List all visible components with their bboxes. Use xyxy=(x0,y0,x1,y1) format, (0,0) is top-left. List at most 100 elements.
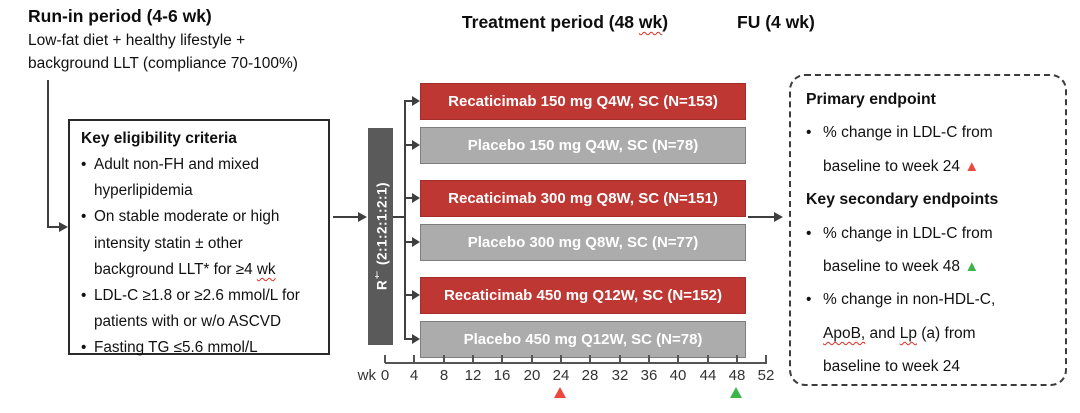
axis-tick-label: 52 xyxy=(757,367,775,384)
arms-to-endpoints-arrowhead-icon xyxy=(774,212,783,222)
axis-tick-label: 36 xyxy=(640,367,658,384)
axis-tick xyxy=(707,355,709,363)
secondary-endpoint-2-lp: Lp xyxy=(899,324,917,342)
axis-tick xyxy=(765,355,767,363)
secondary-endpoint-1-line1: % change in LDL-C from xyxy=(823,224,993,242)
fork-branch-line xyxy=(404,100,414,102)
axis-tick xyxy=(736,355,738,363)
primary-endpoint-title: Primary endpoint xyxy=(806,91,936,108)
arm-bar-recaticimab-150: Recaticimab 150 mg Q4W, SC (N=153) xyxy=(420,83,746,120)
eligibility-bullet-2-line3-text: background LLT* for ≥4 xyxy=(94,260,257,278)
axis-tick xyxy=(677,355,679,363)
arm-bar-placebo-300: Placebo 300 mg Q8W, SC (N=77) xyxy=(420,224,746,261)
fork-spine-line xyxy=(404,101,406,340)
fork-branch-line xyxy=(404,241,414,243)
bullet-icon: • xyxy=(81,208,87,226)
axis-tick-label: 40 xyxy=(669,367,687,384)
box-to-randomization-arrowhead-icon xyxy=(358,212,367,222)
box-to-randomization-line xyxy=(333,216,359,218)
axis-tick-label: 8 xyxy=(439,367,449,384)
randomization-bar: R† (2:1:2:1:2:1) xyxy=(368,128,393,345)
secondary-endpoint-2-line1: % change in non-HDL-C, xyxy=(823,291,996,309)
axis-tick xyxy=(560,355,562,363)
axis-tick xyxy=(384,355,386,363)
axis-tick xyxy=(501,355,503,363)
arm-bar-placebo-150: Placebo 150 mg Q4W, SC (N=78) xyxy=(420,127,746,164)
fork-branch-arrowhead-icon xyxy=(412,334,420,344)
randomization-label: R† (2:1:2:1:2:1) xyxy=(372,182,390,290)
bullet-icon: • xyxy=(81,339,87,357)
fork-branch-line xyxy=(404,294,414,296)
arm-bar-recaticimab-300: Recaticimab 300 mg Q8W, SC (N=151) xyxy=(420,180,746,217)
fork-branch-line xyxy=(404,197,414,199)
fork-branch-line xyxy=(404,338,414,340)
week24-red-triangle-icon xyxy=(554,387,566,398)
randomization-dagger: † xyxy=(371,269,382,281)
endpoints-box: Primary endpoint • % change in LDL-C fro… xyxy=(789,74,1067,386)
eligibility-bullet-3-line2: patients with or w/o ASCVD xyxy=(94,313,282,331)
axis-tick xyxy=(589,355,591,363)
eligibility-bullet-1-line2: hyperlipidemia xyxy=(94,182,193,200)
eligibility-bullet-2-line2: intensity statin ± other xyxy=(94,234,243,252)
axis-tick-label: 12 xyxy=(464,367,482,384)
bullet-icon: • xyxy=(81,156,87,173)
axis-tick xyxy=(619,355,621,363)
axis-tick xyxy=(531,355,533,363)
arm-bar-placebo-450: Placebo 450 mg Q12W, SC (N=78) xyxy=(420,321,746,358)
elbow-connector-vertical xyxy=(47,80,49,228)
secondary-endpoint-2-line2: ApoB, and Lp (a) from xyxy=(823,317,1057,350)
primary-endpoint-line1: % change in LDL-C from xyxy=(823,124,993,142)
eligibility-bullet-2-line3: background LLT* for ≥4 wk xyxy=(94,257,322,283)
secondary-endpoints-title: Key secondary endpoints xyxy=(806,191,999,209)
axis-tick-label: 0 xyxy=(380,367,390,384)
follow-up-title: FU (4 wk) xyxy=(737,12,815,32)
run-in-period-title: Run-in period (4-6 wk) xyxy=(28,6,212,26)
primary-endpoint-line2: baseline to week 24 ▲ xyxy=(823,150,1057,183)
green-triangle-icon: ▲ xyxy=(964,258,980,276)
eligibility-title: Key eligibility criteria xyxy=(81,130,237,147)
primary-endpoint-line2-text: baseline to week 24 xyxy=(823,157,965,175)
secondary-endpoint-2-line3: baseline to week 24 xyxy=(823,358,961,376)
treatment-period-title-wk: wk xyxy=(638,12,663,32)
axis-tick-label: 20 xyxy=(523,367,541,384)
axis-tick-label: 32 xyxy=(611,367,629,384)
bullet-icon: • xyxy=(806,224,812,242)
bullet-icon: • xyxy=(806,124,812,142)
primary-endpoint-bullet: • % change in LDL-C from baseline to wee… xyxy=(806,116,1057,183)
week-axis-baseline xyxy=(385,362,767,364)
bullet-icon: • xyxy=(806,291,812,309)
bullet-icon: • xyxy=(81,287,87,305)
elbow-connector-horizontal xyxy=(47,226,60,228)
eligibility-bullet-4: • Fasting TG ≤5.6 mmol/L xyxy=(81,335,322,361)
fork-branch-arrowhead-icon xyxy=(412,96,420,106)
fork-branch-arrowhead-icon xyxy=(412,290,420,300)
axis-tick xyxy=(413,355,415,363)
secondary-endpoint-bullet-1: • % change in LDL-C from baseline to wee… xyxy=(806,217,1057,284)
treatment-period-title: Treatment period (48 wk) xyxy=(400,12,730,33)
fork-stub-line xyxy=(393,216,405,218)
axis-tick xyxy=(443,355,445,363)
run-in-subtitle-line2: background LLT (compliance 70-100%) xyxy=(28,54,298,72)
treatment-period-title-text: Treatment period (48 xyxy=(461,12,639,32)
eligibility-bullet-1-line1: Adult non-FH and mixed xyxy=(94,156,259,173)
eligibility-bullet-2: • On stable moderate or high intensity s… xyxy=(81,204,322,283)
eligibility-bullet-2-line1: On stable moderate or high xyxy=(94,208,280,226)
axis-tick-label: 24 xyxy=(552,367,570,384)
fork-branch-arrowhead-icon xyxy=(412,193,420,203)
run-in-subtitle: Low-fat diet + healthy lifestyle + backg… xyxy=(28,30,298,75)
axis-tick-label: 44 xyxy=(699,367,717,384)
axis-tick-label: 28 xyxy=(581,367,599,384)
week-axis-unit-label: wk xyxy=(357,367,376,384)
secondary-endpoint-1-line2: baseline to week 48 ▲ xyxy=(823,250,1057,283)
secondary-endpoint-2-from: (a) from xyxy=(916,324,976,342)
eligibility-bullet-3: • LDL-C ≥1.8 or ≥2.6 mmol/L for patients… xyxy=(81,283,322,335)
fork-branch-arrowhead-icon xyxy=(412,237,420,247)
secondary-endpoint-2-and: and xyxy=(865,324,900,342)
week48-green-triangle-icon xyxy=(730,387,742,398)
red-triangle-icon: ▲ xyxy=(964,157,980,175)
eligibility-bullet-3-line1: LDL-C ≥1.8 or ≥2.6 mmol/L for xyxy=(94,287,300,305)
fork-branch-arrowhead-icon xyxy=(412,140,420,150)
elbow-connector-arrowhead-icon xyxy=(59,222,68,232)
secondary-endpoint-2-apob: ApoB, xyxy=(823,324,866,342)
secondary-endpoint-bullet-2: • % change in non-HDL-C, ApoB, and Lp (a… xyxy=(806,283,1057,383)
